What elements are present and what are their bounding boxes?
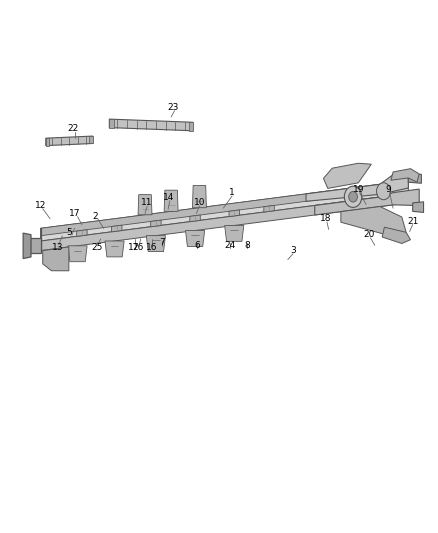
Polygon shape bbox=[188, 122, 193, 131]
Text: 10: 10 bbox=[194, 198, 205, 207]
Text: 24: 24 bbox=[224, 241, 236, 250]
Polygon shape bbox=[112, 225, 122, 232]
Polygon shape bbox=[323, 163, 371, 188]
Text: 5: 5 bbox=[66, 228, 72, 237]
Circle shape bbox=[377, 183, 391, 200]
Polygon shape bbox=[190, 215, 200, 222]
Polygon shape bbox=[151, 220, 161, 227]
Polygon shape bbox=[41, 181, 408, 241]
Polygon shape bbox=[105, 241, 124, 257]
Polygon shape bbox=[23, 233, 31, 259]
Polygon shape bbox=[68, 246, 87, 262]
Text: 6: 6 bbox=[194, 241, 200, 250]
Text: 22: 22 bbox=[67, 124, 79, 133]
Text: 17: 17 bbox=[128, 244, 140, 253]
Text: 11: 11 bbox=[141, 198, 153, 207]
Polygon shape bbox=[30, 238, 41, 253]
Polygon shape bbox=[138, 195, 152, 215]
Text: 3: 3 bbox=[290, 246, 296, 255]
Text: 21: 21 bbox=[407, 217, 418, 226]
Circle shape bbox=[344, 186, 362, 207]
Text: 7: 7 bbox=[159, 238, 165, 247]
Text: 19: 19 bbox=[353, 185, 364, 194]
Polygon shape bbox=[408, 174, 421, 183]
Text: 1: 1 bbox=[229, 188, 235, 197]
Text: 23: 23 bbox=[168, 103, 179, 112]
Polygon shape bbox=[229, 210, 240, 216]
Polygon shape bbox=[46, 138, 49, 146]
Polygon shape bbox=[41, 181, 408, 236]
Polygon shape bbox=[110, 119, 193, 131]
Polygon shape bbox=[110, 119, 114, 127]
Text: 25: 25 bbox=[92, 244, 103, 253]
Text: 13: 13 bbox=[52, 244, 64, 253]
Polygon shape bbox=[43, 247, 69, 271]
Text: 26: 26 bbox=[133, 244, 144, 253]
Polygon shape bbox=[89, 136, 93, 143]
Polygon shape bbox=[391, 168, 419, 182]
Text: 18: 18 bbox=[320, 214, 332, 223]
Polygon shape bbox=[185, 231, 205, 246]
Polygon shape bbox=[192, 185, 206, 208]
Text: 2: 2 bbox=[92, 212, 98, 221]
Text: 17: 17 bbox=[69, 209, 80, 218]
Text: 20: 20 bbox=[364, 230, 375, 239]
Polygon shape bbox=[77, 230, 87, 236]
Text: 12: 12 bbox=[35, 201, 46, 210]
Polygon shape bbox=[306, 175, 408, 201]
Polygon shape bbox=[341, 207, 406, 237]
Polygon shape bbox=[41, 193, 408, 251]
Polygon shape bbox=[264, 205, 274, 212]
Polygon shape bbox=[315, 189, 419, 215]
Polygon shape bbox=[225, 225, 244, 241]
Text: 14: 14 bbox=[163, 193, 175, 202]
Polygon shape bbox=[164, 190, 178, 212]
Polygon shape bbox=[146, 236, 166, 252]
Polygon shape bbox=[382, 227, 410, 244]
Polygon shape bbox=[413, 202, 424, 213]
Text: 16: 16 bbox=[146, 244, 157, 253]
Polygon shape bbox=[46, 136, 93, 146]
Text: 9: 9 bbox=[386, 185, 392, 194]
Text: 8: 8 bbox=[244, 241, 250, 250]
Circle shape bbox=[349, 191, 357, 202]
